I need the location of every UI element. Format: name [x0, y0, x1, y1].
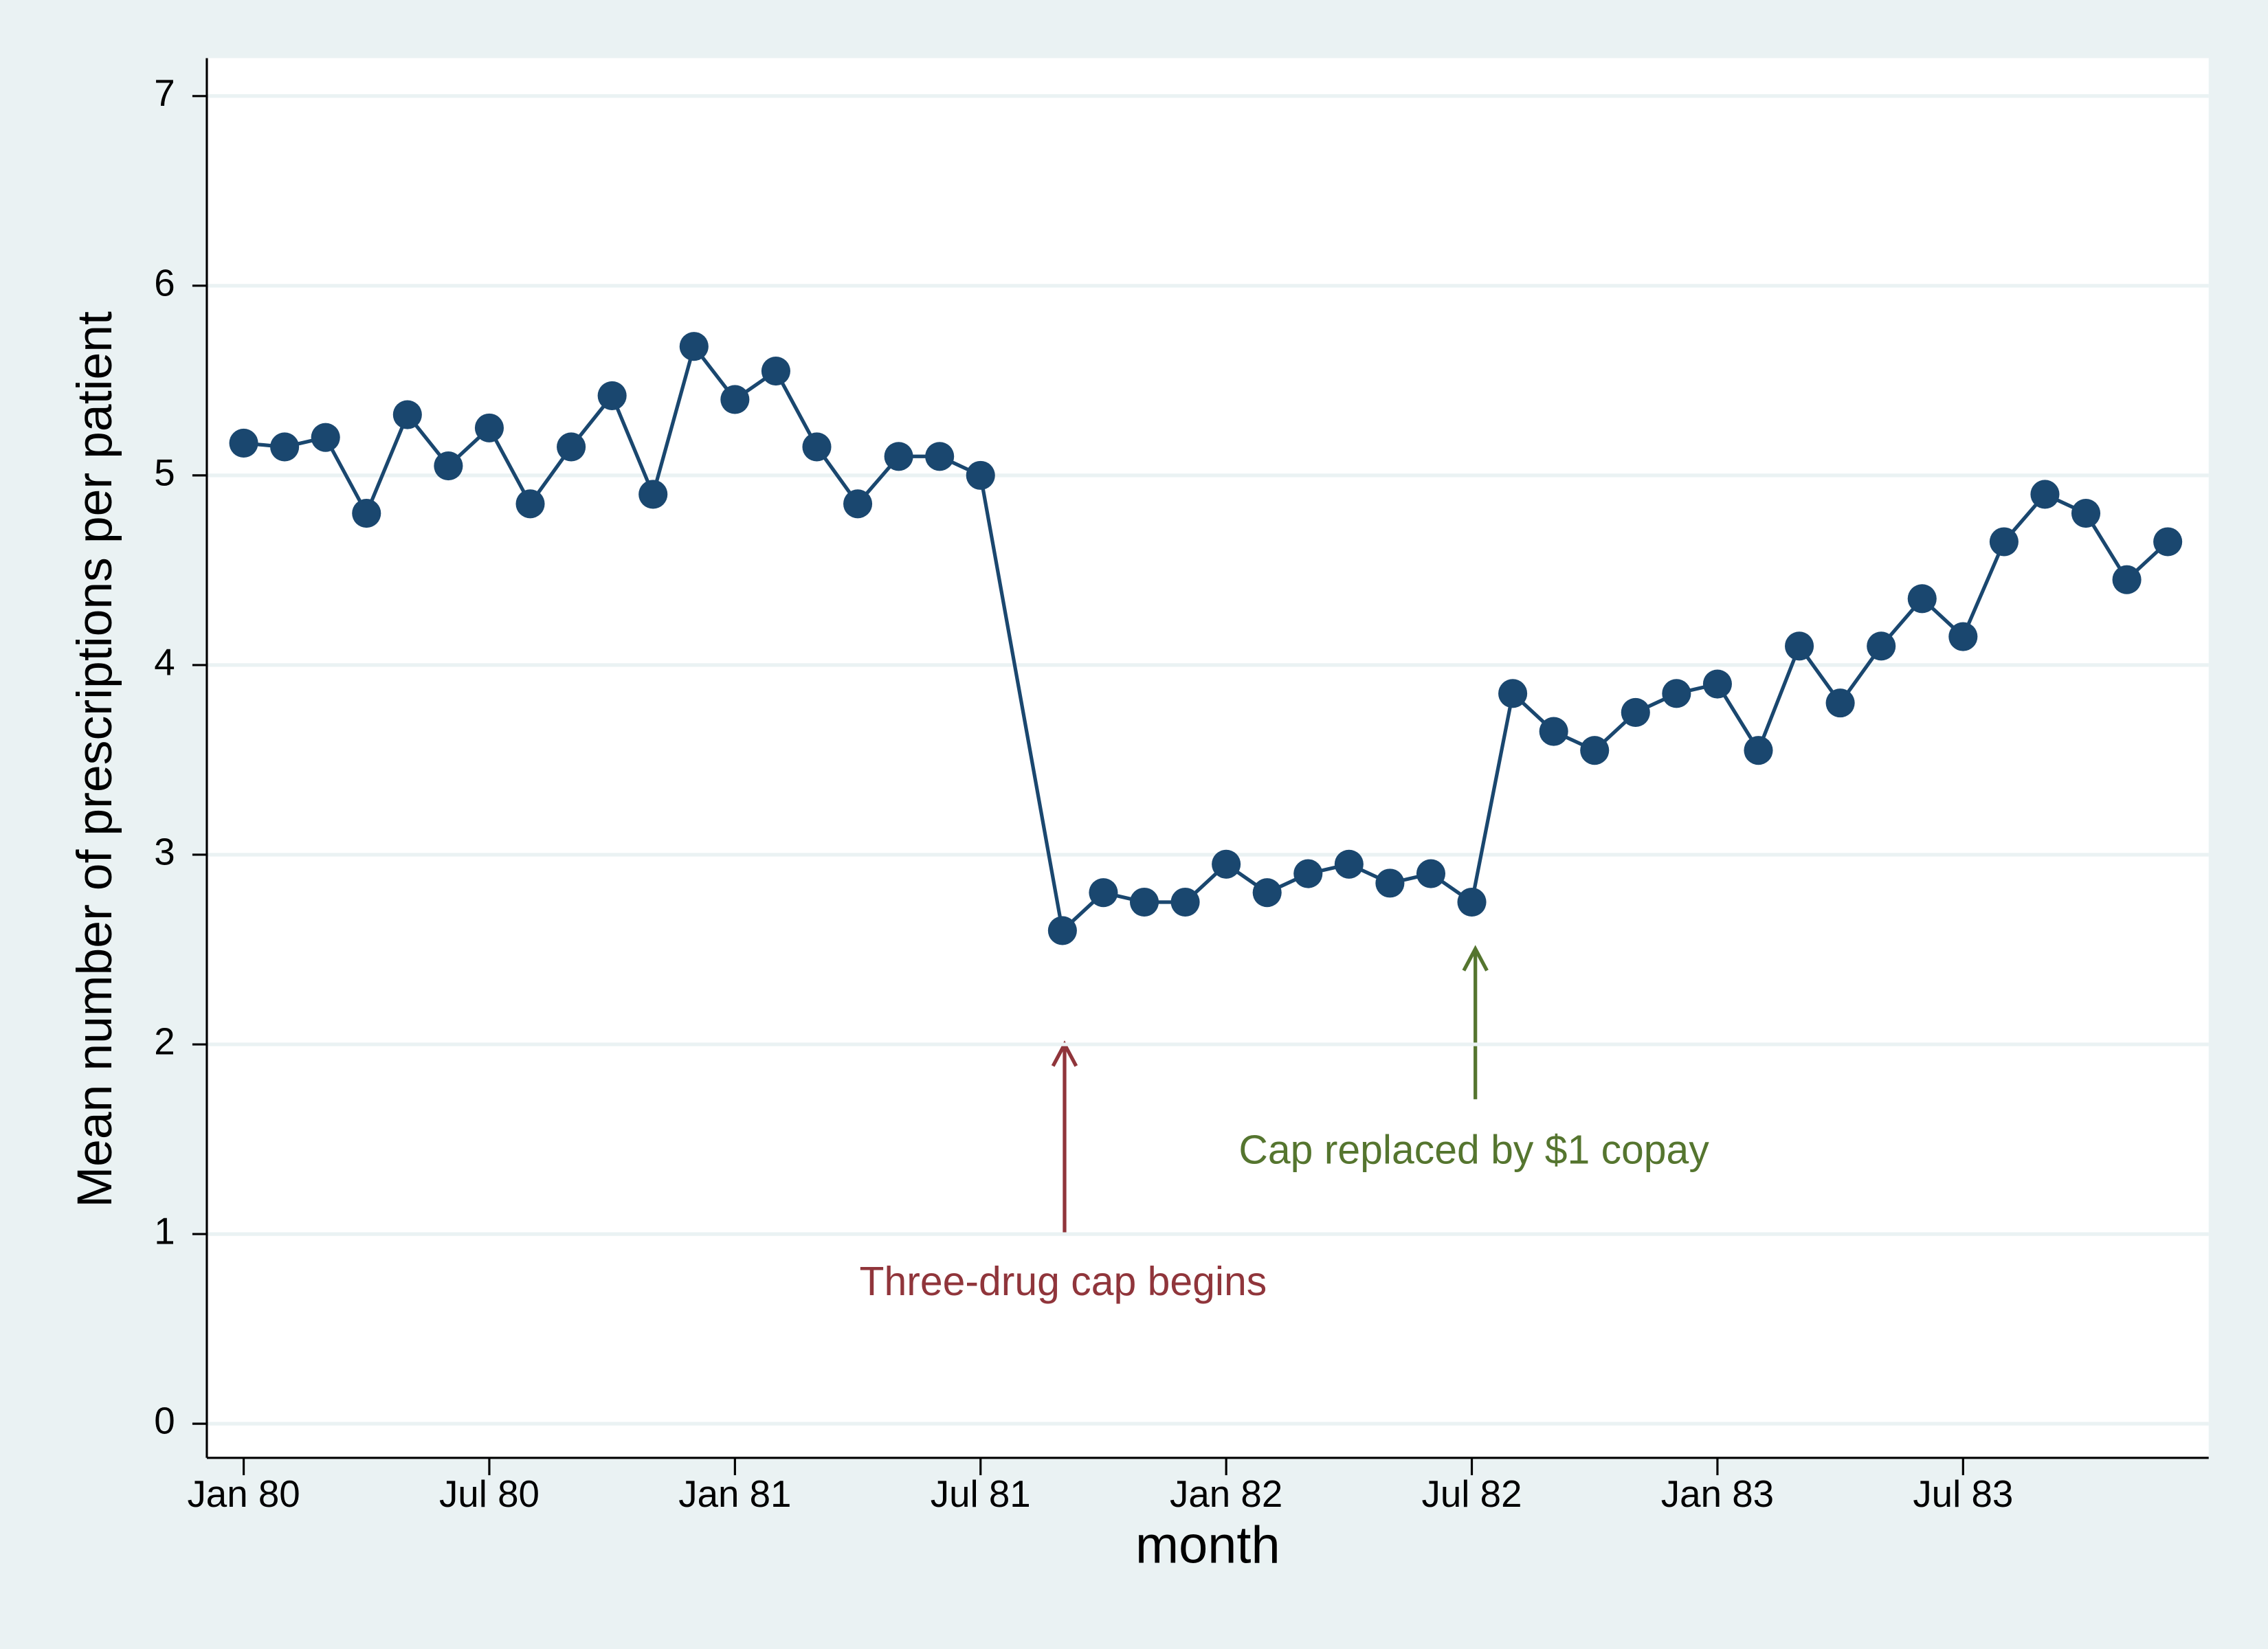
marker: [1416, 859, 1446, 888]
marker: [1580, 736, 1610, 765]
y-tick-label: 0: [154, 1400, 175, 1442]
marker: [761, 357, 790, 386]
marker: [1744, 736, 1773, 765]
marker: [1539, 717, 1568, 746]
y-tick-label: 5: [154, 451, 175, 493]
x-tick-label: Jan 83: [1661, 1472, 1774, 1515]
marker: [2153, 527, 2183, 557]
marker: [1907, 584, 1937, 614]
marker: [557, 432, 586, 462]
marker: [1212, 849, 1241, 879]
x-tick-label: Jul 80: [439, 1472, 540, 1515]
marker: [1785, 631, 1814, 661]
y-tick-label: 1: [154, 1210, 175, 1253]
x-tick-label: Jan 81: [678, 1472, 791, 1515]
marker: [720, 385, 750, 414]
marker: [352, 499, 381, 528]
marker: [966, 460, 995, 490]
marker: [229, 428, 258, 458]
annotation-arrowhead: [1462, 945, 1489, 972]
y-tick-label: 4: [154, 640, 175, 683]
marker: [1170, 887, 1200, 917]
marker: [802, 432, 832, 462]
y-tick-label: 3: [154, 830, 175, 873]
marker: [1375, 868, 1405, 898]
y-axis-label: Mean number of prescriptions per patient: [67, 311, 122, 1208]
marker: [1457, 887, 1487, 917]
y-tick-label: 2: [154, 1020, 175, 1062]
x-tick-label: Jan 80: [187, 1472, 300, 1515]
marker: [1662, 679, 1691, 708]
marker: [1089, 878, 1118, 908]
marker: [1867, 631, 1896, 661]
annotation: Cap replaced by $1 copay: [1238, 1128, 1709, 1172]
marker: [1252, 878, 1282, 908]
marker: [1129, 887, 1159, 917]
marker: [638, 480, 668, 509]
x-tick-label: Jul 81: [931, 1472, 1031, 1515]
plot-area: [206, 58, 2209, 1458]
marker: [1334, 849, 1364, 879]
marker: [1702, 669, 1732, 699]
marker: [925, 442, 955, 471]
x-tick-label: Jul 83: [1913, 1472, 2013, 1515]
y-tick-label: 7: [154, 71, 175, 114]
marker: [392, 400, 422, 429]
marker: [2030, 480, 2060, 509]
marker: [270, 432, 300, 462]
marker: [597, 381, 627, 410]
marker: [1948, 622, 1978, 651]
marker: [1047, 916, 1077, 945]
annotation: Three-drug cap begins: [860, 1259, 1267, 1304]
marker: [1621, 697, 1650, 727]
marker: [2071, 499, 2101, 528]
marker: [1293, 859, 1323, 888]
marker: [474, 413, 504, 442]
marker: [843, 489, 873, 519]
marker: [679, 332, 709, 361]
marker: [884, 442, 913, 471]
x-axis-label: month: [1135, 1516, 1280, 1574]
marker: [515, 489, 545, 519]
marker: [1989, 527, 2019, 557]
marker: [311, 423, 340, 452]
x-tick-label: Jul 82: [1422, 1472, 1522, 1515]
marker: [434, 451, 463, 481]
marker: [1498, 679, 1528, 708]
marker: [1825, 688, 1855, 718]
x-tick-label: Jan 82: [1170, 1472, 1282, 1515]
marker: [2112, 565, 2142, 594]
y-tick-label: 6: [154, 261, 175, 304]
